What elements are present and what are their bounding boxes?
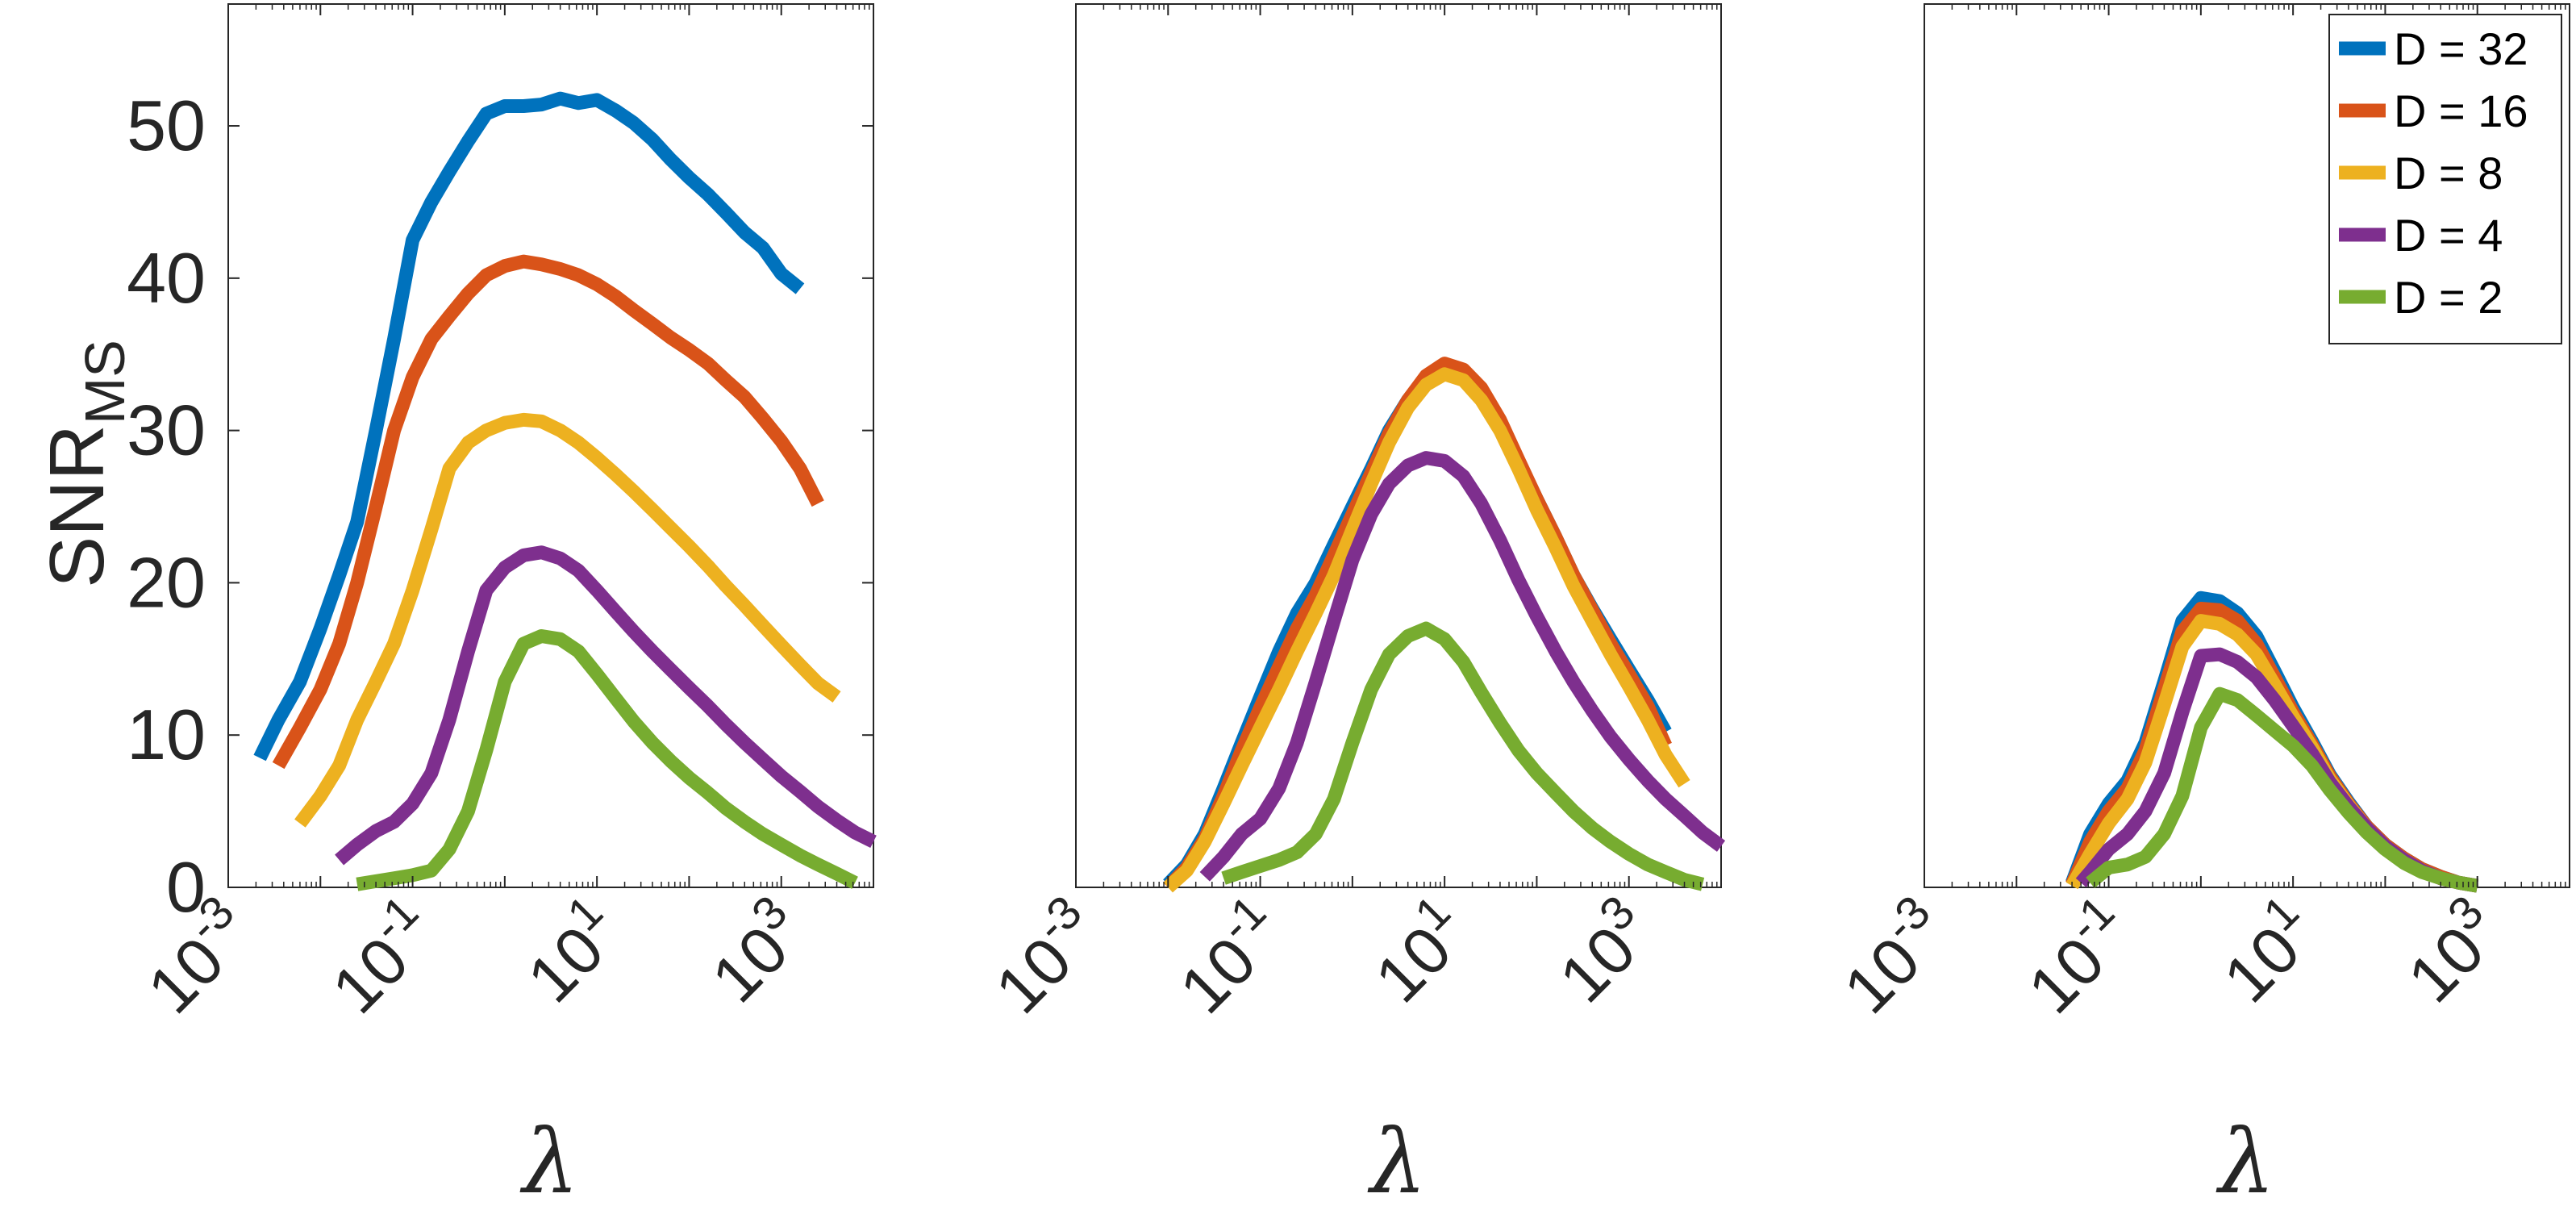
series-line — [253, 91, 805, 762]
x-axis-label: λ — [2215, 1110, 2275, 1206]
y-tick-label: 40 — [127, 238, 206, 318]
x-tick-label: 101 — [1353, 886, 1484, 1016]
y-tick-label: 50 — [127, 86, 206, 165]
x-tick-label: 10-1 — [310, 886, 452, 1028]
x-axis-label: λ — [1367, 1110, 1427, 1206]
legend-label: D = 4 — [2394, 210, 2503, 261]
series-line — [1199, 451, 1726, 882]
panels: 10-3 10-1 101 103 0 10 20 30 40 50 λ 10-3 10-1 101 103… — [127, 3, 2570, 1206]
x-axis-label: λ — [519, 1110, 579, 1206]
panel-2: 10-3 10-1 101 103 λ — [973, 3, 1726, 1206]
series-line — [2086, 686, 2479, 893]
x-tick-label: 10-1 — [2006, 886, 2148, 1028]
series-line — [335, 545, 877, 866]
series-line — [272, 254, 824, 770]
legend-label: D = 2 — [2394, 272, 2503, 323]
x-tick-label: 101 — [2202, 886, 2332, 1016]
y-axis-label-subscript: MS — [73, 340, 136, 424]
plot-area — [227, 3, 874, 888]
series-line — [1221, 621, 1705, 891]
x-tick-label: 103 — [690, 886, 820, 1016]
x-tick-label: 103 — [2386, 886, 2516, 1016]
x-tick-label: 101 — [506, 886, 636, 1016]
y-tick-label: 10 — [127, 695, 206, 774]
x-tick-label: 103 — [1537, 886, 1668, 1016]
y-tick-label: 0 — [166, 847, 206, 927]
x-tick-label: 10-3 — [1822, 886, 1964, 1028]
series-line — [356, 629, 858, 891]
legend: D = 32 D = 16 D = 8 D = 4 D = 2 — [2328, 14, 2562, 344]
series-line — [294, 412, 841, 828]
x-tick-label: 10-3 — [973, 886, 1115, 1028]
panel-3: 10-3 10-1 101 103 λ — [1822, 3, 2570, 1206]
legend-label: D = 32 — [2394, 23, 2528, 74]
y-tick-label: 20 — [127, 542, 206, 622]
y-axis-label: SNRMS — [34, 340, 136, 588]
x-tick-label: 10-1 — [1157, 886, 1299, 1028]
series-line — [1163, 367, 1690, 893]
y-tick-label: 30 — [127, 390, 206, 470]
y-axis-label-main: SNR — [34, 424, 120, 588]
legend-label: D = 8 — [2394, 148, 2503, 198]
legend-label: D = 16 — [2394, 86, 2528, 136]
